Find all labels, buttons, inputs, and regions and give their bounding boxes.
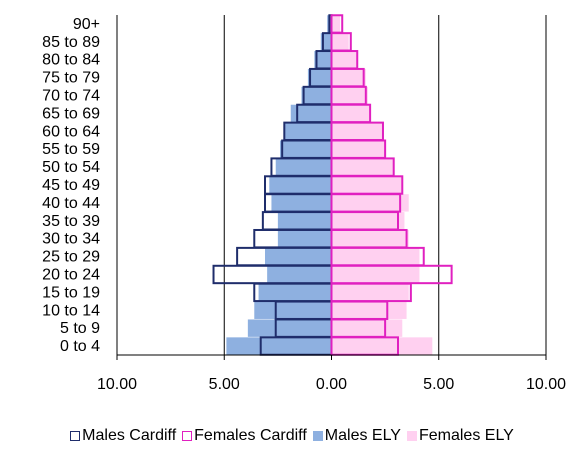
bar-males-ely-75-to-79 bbox=[307, 68, 332, 87]
y-tick-label-15-to-19: 15 to 19 bbox=[42, 284, 100, 301]
legend-swatch-females-cardiff bbox=[182, 431, 193, 441]
legend: Males Cardiff Females Cardiff Males ELY … bbox=[0, 425, 584, 447]
bar-males-ely-65-to-69 bbox=[290, 104, 332, 123]
y-tick-label-65-to-69: 65 to 69 bbox=[42, 105, 100, 122]
bar-males-ely-15-to-19 bbox=[258, 283, 332, 302]
bar-females-ely-90 bbox=[331, 15, 341, 33]
y-tick-label-40-to-44: 40 to 44 bbox=[42, 195, 100, 212]
bar-females-ely-50-to-54 bbox=[331, 158, 394, 176]
y-tick-label-5-to-9: 5 to 9 bbox=[60, 320, 100, 337]
legend-label-females-cardiff: Females Cardiff bbox=[194, 427, 307, 444]
bar-males-ely-80-to-84 bbox=[314, 51, 332, 69]
bar-males-ely-5-to-9 bbox=[247, 319, 332, 337]
bar-females-cardiff-90 bbox=[330, 14, 344, 34]
y-tick-label-55-to-59: 55 to 59 bbox=[42, 141, 100, 158]
x-tick-label-0: 10.00 bbox=[97, 376, 137, 393]
bar-females-ely-40-to-44 bbox=[331, 194, 409, 212]
bar-females-ely-0-to-4 bbox=[331, 337, 433, 355]
bar-females-ely-65-to-69 bbox=[331, 104, 371, 123]
legend-swatch-females-ely bbox=[406, 431, 417, 441]
bar-females-ely-55-to-59 bbox=[331, 140, 386, 158]
x-tick-label-2: 0.00 bbox=[316, 376, 347, 393]
bar-females-ely-10-to-14 bbox=[331, 301, 407, 319]
bar-males-ely-30-to-34 bbox=[277, 229, 332, 248]
legend-label-males-ely: Males ELY bbox=[324, 427, 401, 444]
bar-males-ely-0-to-4 bbox=[226, 337, 332, 355]
y-tick-label-30-to-34: 30 to 34 bbox=[42, 231, 100, 248]
bar-females-ely-5-to-9 bbox=[331, 319, 403, 337]
x-tick-labels: 10.00 5.00 0.00 5.00 10.00 bbox=[97, 376, 566, 393]
y-tick-label-45-to-49: 45 to 49 bbox=[42, 177, 100, 194]
legend-item-males-cardiff: Males Cardiff bbox=[70, 427, 176, 445]
bar-females-ely-30-to-34 bbox=[331, 229, 409, 248]
y-tick-label-85-to-89: 85 to 89 bbox=[42, 34, 100, 51]
bar-males-ely-85-to-89 bbox=[320, 33, 332, 51]
legend-label-females-ely: Females ELY bbox=[418, 427, 514, 444]
y-tick-label-70-to-74: 70 to 74 bbox=[42, 88, 100, 105]
y-tick-label-0-to-4: 0 to 4 bbox=[60, 338, 100, 355]
bar-females-ely-75-to-79 bbox=[331, 68, 366, 87]
y-tick-label-20-to-24: 20 to 24 bbox=[42, 266, 100, 283]
bar-females-ely-60-to-64 bbox=[331, 122, 383, 141]
legend-item-females-ely: Females ELY bbox=[406, 427, 514, 445]
bar-males-ely-45-to-49 bbox=[269, 176, 332, 194]
bar-males-ely-25-to-29 bbox=[265, 247, 332, 266]
y-tick-label-80-to-84: 80 to 84 bbox=[42, 52, 100, 69]
bar-males-ely-60-to-64 bbox=[284, 122, 332, 141]
bar-females-ely-70-to-74 bbox=[331, 86, 368, 105]
y-tick-label-60-to-64: 60 to 64 bbox=[42, 123, 100, 140]
bar-females-ely-80-to-84 bbox=[331, 51, 358, 69]
legend-swatch-males-cardiff bbox=[70, 431, 81, 441]
x-axis bbox=[116, 354, 547, 360]
y-tick-label-50-to-54: 50 to 54 bbox=[42, 159, 100, 176]
bar-males-ely-50-to-54 bbox=[275, 158, 332, 176]
bar-females-ely-15-to-19 bbox=[331, 283, 409, 302]
bar-females-ely-20-to-24 bbox=[331, 265, 420, 284]
legend-swatch-males-ely bbox=[312, 431, 323, 441]
bar-males-ely-35-to-39 bbox=[277, 212, 332, 230]
x-tick-label-3: 5.00 bbox=[423, 376, 454, 393]
bar-females-ely-25-to-29 bbox=[331, 247, 420, 266]
bar-males-ely-70-to-74 bbox=[301, 86, 332, 105]
y-tick-label-35-to-39: 35 to 39 bbox=[42, 213, 100, 230]
bar-females-ely-45-to-49 bbox=[331, 176, 403, 194]
legend-item-females-cardiff: Females Cardiff bbox=[182, 427, 307, 445]
cardiff-bars bbox=[212, 14, 453, 356]
y-tick-label-90: 90+ bbox=[73, 16, 100, 33]
bar-males-ely-55-to-59 bbox=[280, 140, 332, 158]
bar-males-ely-10-to-14 bbox=[254, 301, 332, 319]
x-tick-label-1: 5.00 bbox=[209, 376, 240, 393]
bar-males-ely-20-to-24 bbox=[267, 265, 332, 284]
bar-males-ely-40-to-44 bbox=[271, 194, 332, 212]
bar-females-ely-85-to-89 bbox=[331, 33, 349, 51]
y-tick-label-75-to-79: 75 to 79 bbox=[42, 70, 100, 87]
legend-item-males-ely: Males ELY bbox=[312, 427, 401, 445]
x-tick-label-4: 10.00 bbox=[526, 376, 566, 393]
y-tick-label-25-to-29: 25 to 29 bbox=[42, 249, 100, 266]
bar-females-ely-35-to-39 bbox=[331, 212, 405, 230]
legend-label-males-cardiff: Males Cardiff bbox=[82, 427, 177, 444]
y-tick-label-10-to-14: 10 to 14 bbox=[42, 302, 100, 319]
